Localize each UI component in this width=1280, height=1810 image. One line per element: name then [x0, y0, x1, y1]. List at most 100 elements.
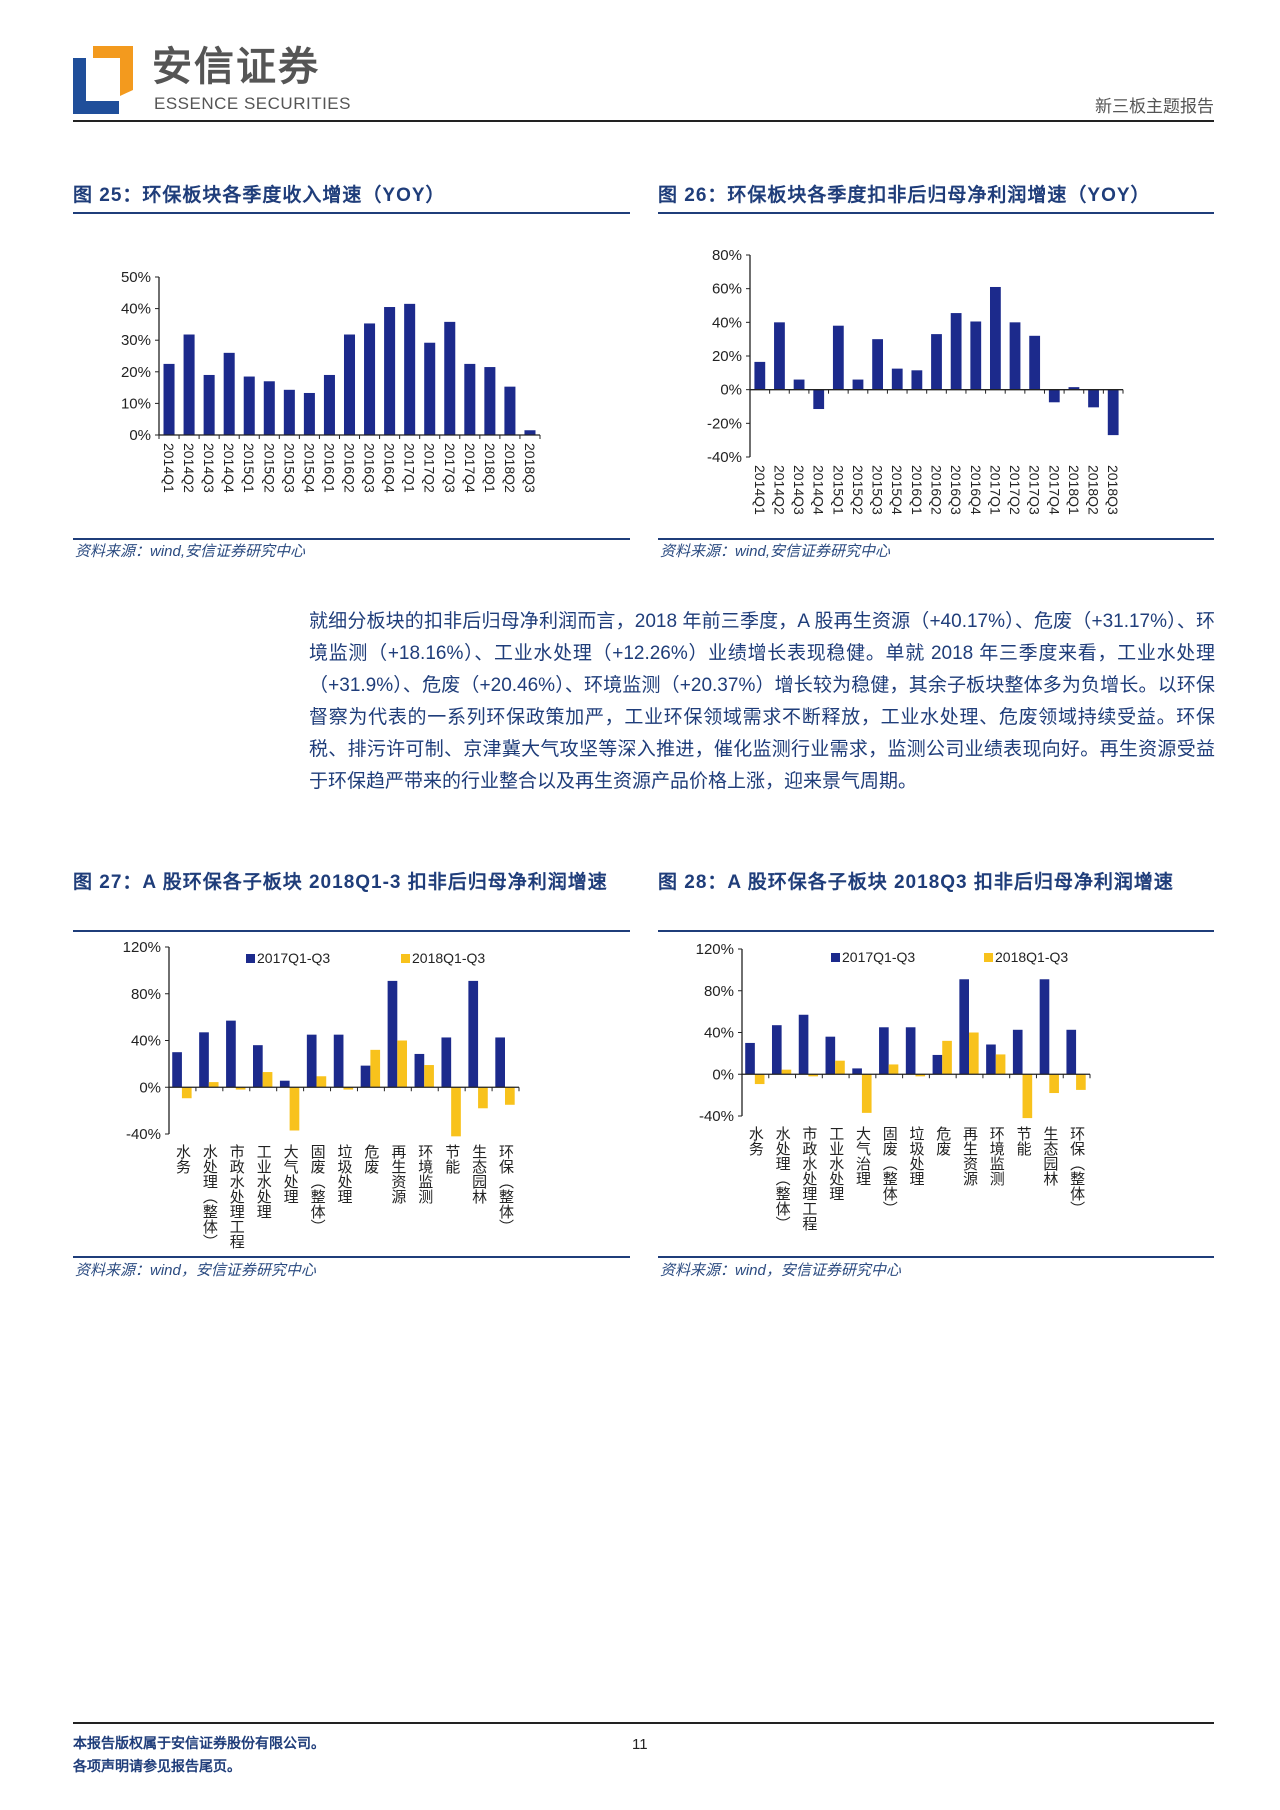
x-tick-label: 市政水处理工程 [800, 1126, 817, 1231]
bar [451, 1087, 461, 1137]
x-tick-label: 2016Q4 [968, 465, 984, 515]
x-tick-label: 再生资源 [389, 1144, 406, 1204]
bar [911, 370, 923, 390]
x-tick-label: 2016Q4 [382, 443, 398, 493]
x-tick-label: 市政水处理工程 [228, 1144, 245, 1249]
y-tick-label: 40% [131, 1033, 161, 1050]
brand-name-en: ESSENCE SECURITIES [154, 94, 351, 113]
bar [226, 1020, 236, 1088]
report-type: 新三板主题报告 [1095, 97, 1214, 117]
bar [1068, 387, 1080, 390]
bar [384, 307, 396, 435]
x-tick-label: 2017Q1 [987, 465, 1003, 515]
bar [235, 1087, 246, 1090]
bar [199, 1032, 209, 1088]
footer-copyright: 本报告版权属于安信证券股份有限公司。 [73, 1735, 325, 1751]
bar [1022, 1074, 1033, 1119]
figure-25-title: 图 25：环保板块各季度收入增速（YOY） [73, 185, 446, 206]
y-tick-label: 10% [121, 395, 151, 412]
x-tick-label: 2017Q3 [1027, 465, 1043, 515]
y-tick-label: 0% [720, 382, 742, 399]
bar [1048, 389, 1060, 403]
figure-27-chart: -40% 0% 40% 80% 120% 水务 水处理（整体） 市政水处理工程 工业水处理 大气处… [123, 939, 520, 1249]
x-tick-label: 生态园林 [1041, 1126, 1058, 1186]
brand-name-cn: 安信证券 [152, 45, 320, 89]
x-tick-label: 2014Q4 [811, 465, 827, 515]
x-tick-label: 2017Q2 [1007, 465, 1023, 515]
bar [172, 1052, 182, 1088]
bar [495, 1037, 505, 1088]
x-tick-label: 2016Q2 [342, 443, 358, 493]
bar [798, 1014, 809, 1075]
bar [289, 1087, 300, 1131]
bar [774, 322, 785, 390]
bar [745, 1042, 755, 1075]
bar [959, 979, 970, 1075]
x-tick-label: 2017Q1 [402, 443, 418, 493]
bar [872, 339, 884, 390]
y-tick-label: 50% [121, 269, 151, 286]
bar [793, 379, 805, 390]
x-tick-label: 2016Q1 [321, 443, 337, 493]
bar [397, 1040, 407, 1088]
y-tick-label: 30% [121, 332, 151, 349]
bar [333, 1034, 344, 1088]
figure-27-top-rule [73, 930, 630, 932]
figure-27-source: 资料来源：wind，安信证券研究中心 [75, 1262, 316, 1279]
bar [832, 325, 844, 390]
bar [444, 321, 456, 435]
x-tick-label: 2018Q3 [522, 443, 538, 493]
bar [852, 1068, 862, 1075]
x-tick-label: 2018Q1 [482, 443, 498, 493]
figure-28-bottom-rule [658, 1256, 1214, 1258]
bar [306, 1034, 317, 1088]
x-tick-label: 2015Q1 [241, 443, 257, 493]
x-tick-label: 2014Q3 [201, 443, 217, 493]
x-tick-label: 大气治理 [854, 1126, 871, 1186]
footer-divider [73, 1722, 1214, 1724]
bar [364, 323, 376, 435]
x-tick-label: 2016Q2 [929, 465, 945, 515]
bar [243, 376, 255, 435]
x-tick-label: 再生资源 [961, 1126, 978, 1186]
y-tick-label: -40% [126, 1126, 161, 1143]
x-tick-label: 2015Q2 [850, 465, 866, 515]
page-number: 11 [632, 1736, 648, 1753]
figure-25-top-rule [73, 212, 630, 214]
bar [813, 389, 825, 410]
header-divider [73, 120, 1214, 122]
y-tick-label: 120% [696, 941, 734, 958]
legend-swatch [401, 954, 410, 963]
y-tick-label: -40% [707, 449, 742, 466]
essence-securities-logo [73, 46, 133, 114]
x-tick-label: 工业水处理 [827, 1126, 844, 1201]
y-tick-label: 20% [712, 348, 742, 365]
x-tick-label: 2016Q1 [909, 465, 925, 515]
body-paragraph: 就细分板块的扣非后归母净利润而言，2018 年前三季度，A 股再生资源（+40.… [309, 611, 1215, 792]
x-tick-label: 固废（整体） [881, 1126, 898, 1216]
x-tick-label: 节能 [1015, 1126, 1032, 1157]
bar [343, 334, 356, 435]
bar [283, 389, 295, 435]
x-tick-label: 2018Q1 [1066, 465, 1082, 515]
x-tick-label: 2014Q4 [221, 443, 237, 493]
x-tick-label: 垃圾处理 [908, 1126, 925, 1186]
figure-26-title: 图 26：环保板块各季度扣非后归母净利润增速（YOY） [658, 185, 1151, 206]
figure-25-bottom-rule [73, 538, 630, 540]
x-tick-label: 2018Q3 [1105, 465, 1121, 515]
figure-28-source: 资料来源：wind，安信证券研究中心 [660, 1262, 901, 1279]
y-tick-label: 80% [131, 986, 161, 1003]
y-tick-label: 0% [712, 1066, 734, 1083]
bar [203, 374, 215, 435]
y-tick-label: 80% [712, 247, 742, 264]
bar [208, 1082, 219, 1088]
bar [1076, 1074, 1086, 1090]
bar [852, 379, 864, 390]
bar [771, 1025, 782, 1075]
bar [303, 392, 315, 435]
bar [262, 1072, 273, 1088]
x-tick-label: 工业水处理 [255, 1144, 272, 1219]
bar [969, 1032, 979, 1075]
y-tick-label: 120% [123, 939, 161, 956]
bar [1088, 389, 1099, 408]
